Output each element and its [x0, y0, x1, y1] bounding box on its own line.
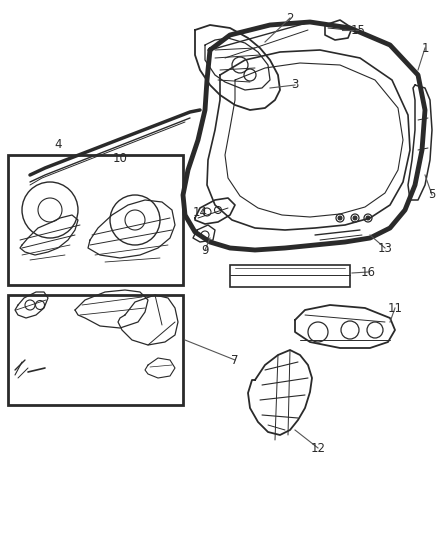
Text: 3: 3	[291, 78, 299, 92]
Text: 5: 5	[428, 189, 436, 201]
Text: 9: 9	[201, 244, 209, 256]
Circle shape	[338, 216, 342, 220]
Text: 1: 1	[421, 42, 429, 54]
Text: 10: 10	[113, 151, 127, 165]
Text: 2: 2	[286, 12, 294, 25]
Circle shape	[366, 216, 370, 220]
Bar	[230, 265, 350, 287]
Text: 15: 15	[350, 23, 365, 36]
Text: 14: 14	[192, 206, 208, 219]
Text: 11: 11	[388, 302, 403, 314]
Text: 12: 12	[311, 441, 325, 455]
Text: 13: 13	[378, 241, 392, 254]
Text: 7: 7	[231, 353, 239, 367]
Text: 16: 16	[360, 265, 375, 279]
Text: 4: 4	[54, 139, 62, 151]
Circle shape	[353, 216, 357, 220]
Bar	[8, 295, 183, 405]
Bar	[8, 155, 183, 285]
